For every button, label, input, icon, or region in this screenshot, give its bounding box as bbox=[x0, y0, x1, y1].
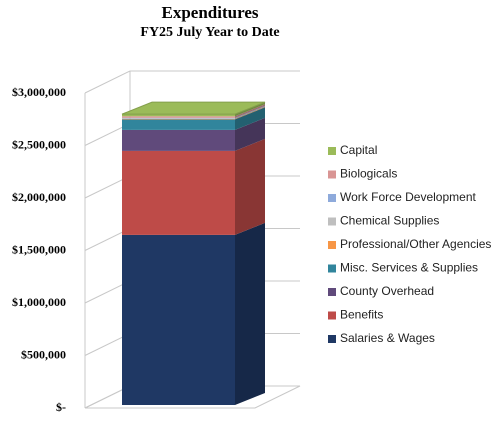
legend-label: Misc. Services & Supplies bbox=[340, 261, 478, 275]
grid-line bbox=[84, 70, 300, 94]
bar-segment bbox=[122, 119, 235, 130]
y-tick-label: $- bbox=[56, 400, 66, 414]
y-tick-label: $1,000,000 bbox=[12, 295, 66, 309]
legend-swatch bbox=[328, 241, 336, 249]
legend-label: Work Force Development bbox=[340, 190, 476, 204]
legend-swatch bbox=[328, 147, 336, 155]
legend-label: Salaries & Wages bbox=[340, 331, 435, 345]
legend-label: County Overhead bbox=[340, 284, 434, 298]
bar-side bbox=[235, 104, 265, 118]
chart-title: Expenditures bbox=[162, 3, 259, 22]
bar-segment bbox=[122, 150, 235, 235]
bar-segment bbox=[122, 129, 235, 151]
bar-side bbox=[235, 107, 265, 130]
bar-side bbox=[235, 105, 265, 119]
legend-label: Capital bbox=[340, 143, 377, 157]
y-tick-label: $500,000 bbox=[21, 347, 66, 361]
bar-segment bbox=[122, 117, 235, 119]
legend-swatch bbox=[328, 217, 336, 226]
legend-label: Biologicals bbox=[340, 167, 397, 181]
legend-label: Professional/Other Agencies bbox=[340, 237, 491, 251]
bar-side bbox=[235, 106, 265, 120]
legend-swatch bbox=[328, 170, 336, 179]
bar-side bbox=[235, 222, 265, 405]
bar-top bbox=[121, 101, 266, 115]
bar-segment bbox=[122, 116, 235, 118]
bar-side bbox=[235, 117, 265, 151]
bar-segment bbox=[122, 118, 235, 119]
y-tick-label: $1,500,000 bbox=[12, 242, 66, 256]
y-tick-label: $3,000,000 bbox=[12, 85, 66, 99]
y-tick-label: $2,500,000 bbox=[12, 137, 66, 151]
legend-swatch bbox=[328, 335, 336, 343]
legend-swatch bbox=[328, 194, 336, 202]
bar-side bbox=[235, 106, 265, 119]
legend-label: Benefits bbox=[340, 308, 383, 322]
bar-segment bbox=[122, 114, 235, 117]
legend-swatch bbox=[328, 264, 336, 273]
chart-subtitle: FY25 July Year to Date bbox=[140, 25, 279, 40]
y-tick-label: $2,000,000 bbox=[12, 190, 66, 204]
legend-swatch bbox=[328, 288, 336, 296]
legend-label: Chemical Supplies bbox=[340, 214, 439, 228]
bar-side bbox=[235, 138, 265, 235]
legend-swatch bbox=[328, 311, 336, 320]
bar-segment bbox=[122, 118, 235, 120]
bar-segment bbox=[122, 234, 235, 405]
